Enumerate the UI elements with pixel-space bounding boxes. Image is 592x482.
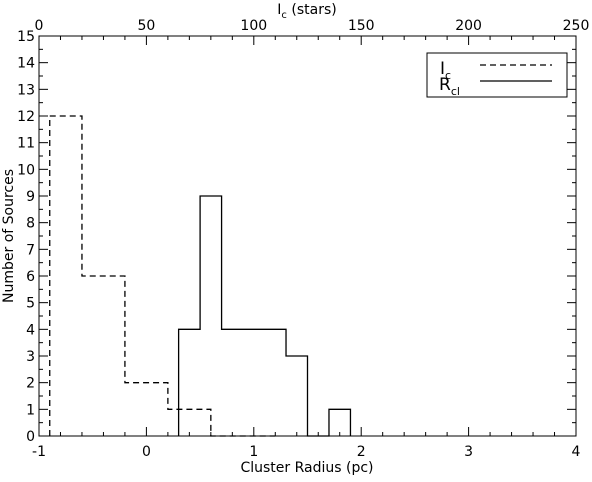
y-tick-label: 4 (26, 322, 35, 338)
rcl-histogram (177, 195, 352, 437)
legend-rcl-sub: cl (451, 85, 460, 98)
y-tick-label: 3 (26, 349, 35, 365)
series-layer (49, 115, 352, 437)
top-axis-label: Ic (stars) (277, 2, 336, 21)
x-axis-label: Cluster Radius (pc) (240, 460, 373, 476)
y-axis-label: Number of Sources (1, 169, 17, 303)
x-tick-label: 4 (572, 444, 581, 460)
legend-rcl-main: R (439, 75, 451, 95)
legend: Ic Rcl (426, 52, 568, 98)
bottom-axis: -1 0 1 2 3 4 (32, 36, 581, 460)
top-tick-label: 0 (35, 18, 44, 34)
y-tick-label: 12 (17, 109, 35, 125)
x-tick-label: 2 (357, 444, 366, 460)
y-tick-label: 13 (17, 82, 35, 98)
legend-label-ic: Ic (440, 59, 451, 82)
top-tick-label: 100 (240, 18, 267, 34)
top-tick-label: 250 (563, 18, 590, 34)
x-tick-label: 1 (249, 444, 258, 460)
top-axis-label-suffix: (stars) (287, 2, 337, 18)
x-tick-label: 0 (142, 444, 151, 460)
y-tick-label: 14 (17, 56, 35, 72)
y-tick-label: 7 (26, 242, 35, 258)
ic-histogram (49, 115, 276, 437)
top-tick-label: 50 (137, 18, 155, 34)
y-tick-label: 10 (17, 162, 35, 178)
top-axis: 0 50 100 150 200 250 (35, 18, 590, 40)
x-tick-label: -1 (32, 444, 46, 460)
y-tick-label: 1 (26, 402, 35, 418)
y-tick-label: 15 (17, 29, 35, 45)
legend-label-rcl: Rcl (439, 75, 460, 98)
top-axis-label-main: I (277, 2, 281, 18)
top-axis-label-sub: c (281, 10, 287, 21)
y-tick-label: 0 (26, 429, 35, 445)
y-tick-label: 6 (26, 269, 35, 285)
y-tick-label: 9 (26, 189, 35, 205)
y-tick-label: 5 (26, 296, 35, 312)
y-tick-label: 8 (26, 216, 35, 232)
top-tick-label: 150 (348, 18, 375, 34)
legend-box (426, 52, 568, 98)
legend-ic-main: I (440, 59, 445, 79)
y-tick-label: 11 (17, 136, 35, 152)
top-tick-label: 200 (455, 18, 482, 34)
x-tick-label: 3 (464, 444, 473, 460)
y-tick-label: 2 (26, 376, 35, 392)
legend-ic-sub: c (445, 69, 451, 82)
